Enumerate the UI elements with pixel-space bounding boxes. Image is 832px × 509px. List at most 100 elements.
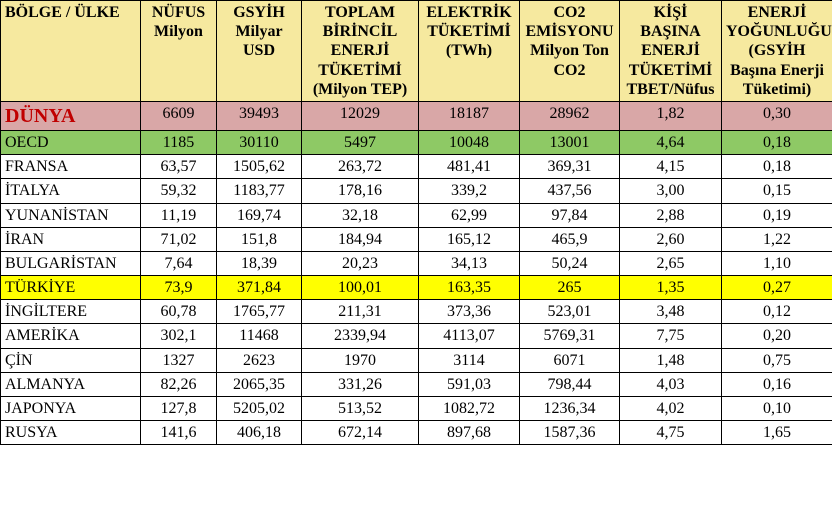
cell: 3,48 [620,300,722,324]
cell: 406,18 [217,421,302,445]
cell: 0,16 [722,372,832,396]
cell: 34,13 [419,251,520,275]
row-name: İTALYA [1,179,141,203]
table-row: BULGARİSTAN7,6418,3920,2334,1350,242,651… [1,251,832,275]
table-row: OECD118530110549710048130014,640,18 [1,130,832,154]
cell: 465,9 [520,227,620,251]
row-name: AMERİKA [1,324,141,348]
cell: 798,44 [520,372,620,396]
col-header-3: TOPLAM BİRİNCİL ENERJİ TÜKETİMİ (Milyon … [302,1,419,102]
table-row: AMERİKA302,1114682339,944113,075769,317,… [1,324,832,348]
col-header-4: ELEKTRİK TÜKETİMİ (TWh) [419,1,520,102]
row-name: DÜNYA [1,101,141,130]
cell: 11,19 [141,203,217,227]
cell: 178,16 [302,179,419,203]
cell: 1,10 [722,251,832,275]
cell: 672,14 [302,421,419,445]
cell: 513,52 [302,397,419,421]
table-row: DÜNYA6609394931202918187289621,820,30 [1,101,832,130]
cell: 339,2 [419,179,520,203]
table-row: FRANSA63,571505,62263,72481,41369,314,15… [1,155,832,179]
cell: 0,19 [722,203,832,227]
cell: 302,1 [141,324,217,348]
cell: 4113,07 [419,324,520,348]
cell: 211,31 [302,300,419,324]
cell: 32,18 [302,203,419,227]
row-name: TÜRKİYE [1,276,141,300]
cell: 5205,02 [217,397,302,421]
cell: 97,84 [520,203,620,227]
col-header-1: NÜFUS Milyon [141,1,217,102]
cell: 20,23 [302,251,419,275]
cell: 1327 [141,348,217,372]
cell: 18,39 [217,251,302,275]
cell: 0,27 [722,276,832,300]
row-name: İNGİLTERE [1,300,141,324]
table-body: DÜNYA6609394931202918187289621,820,30OEC… [1,101,832,444]
cell: 169,74 [217,203,302,227]
cell: 3,00 [620,179,722,203]
table-row: YUNANİSTAN11,19169,7432,1862,9997,842,88… [1,203,832,227]
cell: 373,36 [419,300,520,324]
cell: 0,20 [722,324,832,348]
cell: 2623 [217,348,302,372]
cell: 7,64 [141,251,217,275]
cell: 523,01 [520,300,620,324]
row-name: FRANSA [1,155,141,179]
cell: 371,84 [217,276,302,300]
cell: 0,12 [722,300,832,324]
row-name: BULGARİSTAN [1,251,141,275]
cell: 5769,31 [520,324,620,348]
cell: 4,03 [620,372,722,396]
cell: 1236,34 [520,397,620,421]
cell: 127,8 [141,397,217,421]
cell: 897,68 [419,421,520,445]
cell: 0,18 [722,155,832,179]
cell: 184,94 [302,227,419,251]
col-header-5: CO2 EMİSYONU Milyon Ton CO2 [520,1,620,102]
row-name: İRAN [1,227,141,251]
cell: 71,02 [141,227,217,251]
cell: 151,8 [217,227,302,251]
col-header-0: BÖLGE / ÜLKE [1,1,141,102]
cell: 11468 [217,324,302,348]
cell: 12029 [302,101,419,130]
cell: 2339,94 [302,324,419,348]
cell: 369,31 [520,155,620,179]
cell: 1,48 [620,348,722,372]
cell: 165,12 [419,227,520,251]
cell: 28962 [520,101,620,130]
table-row: İRAN71,02151,8184,94165,12465,92,601,22 [1,227,832,251]
col-header-6: KİŞİ BAŞINA ENERJİ TÜKETİMİ TBET/Nüfus [620,1,722,102]
cell: 73,9 [141,276,217,300]
cell: 60,78 [141,300,217,324]
cell: 1,22 [722,227,832,251]
table-row: RUSYA141,6406,18672,14897,681587,364,751… [1,421,832,445]
cell: 13001 [520,130,620,154]
row-name: OECD [1,130,141,154]
cell: 4,75 [620,421,722,445]
col-header-2: GSYİH Milyar USD [217,1,302,102]
cell: 1765,77 [217,300,302,324]
cell: 1587,36 [520,421,620,445]
cell: 59,32 [141,179,217,203]
cell: 62,99 [419,203,520,227]
row-name: ÇİN [1,348,141,372]
table-row: ÇİN132726231970311460711,480,75 [1,348,832,372]
table-row: ALMANYA82,262065,35331,26591,03798,444,0… [1,372,832,396]
row-name: ALMANYA [1,372,141,396]
cell: 2,60 [620,227,722,251]
table-row: İTALYA59,321183,77178,16339,2437,563,000… [1,179,832,203]
cell: 1185 [141,130,217,154]
table-row: İNGİLTERE60,781765,77211,31373,36523,013… [1,300,832,324]
cell: 4,64 [620,130,722,154]
cell: 1,82 [620,101,722,130]
cell: 331,26 [302,372,419,396]
cell: 0,75 [722,348,832,372]
cell: 4,15 [620,155,722,179]
cell: 1505,62 [217,155,302,179]
cell: 6071 [520,348,620,372]
cell: 2065,35 [217,372,302,396]
table-head: BÖLGE / ÜLKENÜFUS MilyonGSYİH Milyar USD… [1,1,832,102]
cell: 0,18 [722,130,832,154]
